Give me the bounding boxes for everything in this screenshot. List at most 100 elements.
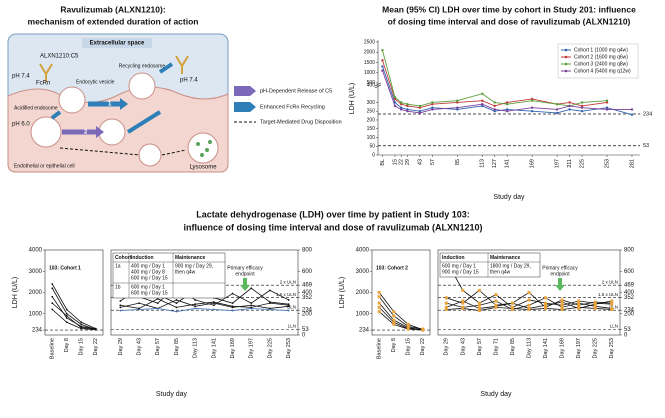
x-tick-label: Day 22	[93, 338, 99, 355]
point	[444, 308, 448, 311]
point	[444, 301, 448, 305]
point	[593, 300, 597, 304]
legend-box	[557, 43, 639, 79]
annotation: endpoint	[550, 271, 570, 277]
legend-label: Cohort 4 (5400 mg q12w)	[574, 68, 631, 74]
y-tick-label: 4000	[356, 248, 370, 254]
point	[444, 305, 448, 309]
point	[560, 300, 564, 304]
point	[65, 317, 68, 319]
point	[377, 291, 381, 294]
legend-swatch	[564, 69, 568, 73]
point	[456, 106, 459, 109]
point	[377, 301, 381, 305]
point	[392, 320, 396, 324]
x-tick-label: Baseline	[50, 338, 56, 359]
lysosome	[187, 132, 219, 164]
x-tick-label: 281	[629, 159, 635, 168]
point	[194, 303, 197, 306]
annotation-arrow	[555, 278, 565, 291]
point	[392, 310, 396, 314]
dot	[200, 153, 204, 157]
point	[287, 304, 290, 307]
arrow	[59, 147, 187, 156]
table-cell: 400 mg / Day 8	[131, 269, 165, 275]
point	[493, 104, 496, 108]
point	[560, 308, 564, 311]
point	[506, 103, 509, 106]
y-axis-label: LDH (U/L)	[349, 83, 356, 115]
series-line	[378, 302, 423, 331]
point	[418, 104, 422, 108]
section-title: influence of dosing time interval and do…	[183, 222, 482, 232]
point	[250, 304, 253, 307]
point	[605, 101, 609, 104]
x-tick-label: 197	[555, 159, 561, 168]
x-tick-label: Day 113	[526, 338, 532, 358]
y-tick-label: 4000	[29, 248, 43, 254]
point	[399, 103, 403, 106]
point	[456, 99, 459, 102]
table-cell: then q4w	[175, 269, 196, 275]
arrow	[50, 110, 62, 120]
point	[560, 305, 564, 309]
vesicle	[58, 86, 86, 114]
point	[477, 306, 481, 310]
point	[194, 307, 197, 310]
point	[610, 308, 614, 311]
reference-label: LLN	[288, 324, 296, 329]
y-tick-label: 400	[367, 82, 376, 88]
point	[406, 110, 409, 113]
annotation: Primary efficacy	[227, 265, 263, 271]
point	[494, 299, 498, 303]
point	[65, 308, 68, 311]
point	[393, 96, 397, 99]
x-tick-label: Day 85	[510, 338, 516, 355]
x-tick-label: 127	[492, 159, 498, 168]
point	[119, 306, 122, 309]
diagram-label: pH 7.4	[180, 78, 198, 84]
x-tick-label: Day 15	[79, 338, 85, 355]
point	[477, 309, 481, 313]
point	[194, 305, 197, 308]
antibody	[175, 55, 189, 74]
point	[605, 99, 609, 102]
point	[527, 303, 531, 307]
series-line	[120, 308, 289, 313]
point	[80, 321, 83, 324]
point	[605, 106, 609, 109]
reference-label: 2 x ULN	[602, 279, 618, 284]
point	[381, 59, 384, 62]
x-tick-label: Day 253	[286, 338, 292, 359]
point	[481, 103, 484, 106]
point	[138, 307, 140, 310]
diagram-label: pH 7.4	[12, 74, 30, 80]
point	[493, 108, 496, 111]
point	[630, 108, 634, 111]
point	[65, 312, 68, 315]
diagram-label: Acidified endosome	[14, 105, 58, 111]
x-tick-label: Day 141	[543, 338, 549, 359]
diagram-label: Endothelial or epithelial cell	[14, 163, 75, 169]
y-tick-label: 2000	[356, 290, 370, 296]
table-cell: 600 mg / Day 15	[131, 290, 168, 296]
legend-swatch	[564, 48, 568, 52]
point	[555, 103, 559, 106]
point	[175, 299, 178, 301]
dot	[205, 148, 209, 152]
point	[175, 310, 178, 313]
point	[80, 323, 83, 326]
point	[431, 101, 434, 104]
point	[510, 301, 514, 305]
x-tick-label: Day 85	[174, 338, 180, 355]
point	[568, 101, 571, 104]
point	[377, 295, 381, 299]
legend-label: Cohort 2 (1600 mg q6w)	[574, 54, 628, 60]
x-tick-label: Day 22	[420, 338, 426, 355]
table-header: Maintenance	[490, 255, 521, 261]
point	[393, 97, 397, 101]
reference-label: 234	[643, 111, 652, 117]
dot	[196, 142, 200, 146]
point	[250, 306, 253, 309]
